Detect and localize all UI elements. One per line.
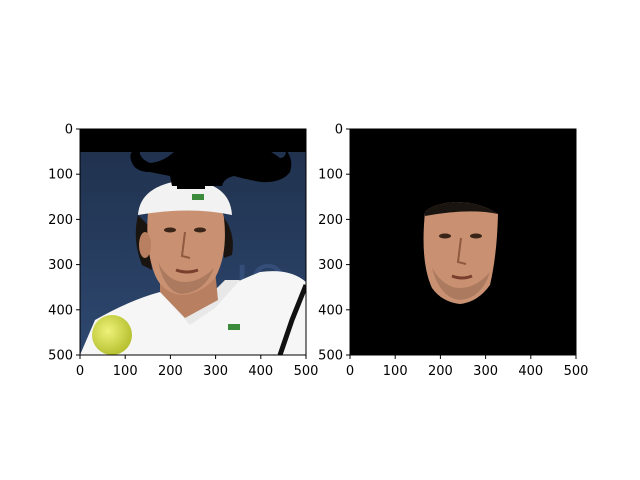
face (147, 198, 225, 295)
nose (180, 231, 191, 259)
right-y-tick-label: 200 (318, 213, 343, 228)
tennis-ball (92, 315, 132, 355)
left-axes-frame (79, 128, 307, 356)
right-y-tick-label: 300 (318, 258, 343, 273)
eye-left (164, 227, 176, 233)
right-axes-frame (349, 128, 577, 356)
right-x-tick-label: 300 (473, 364, 498, 379)
cap (138, 180, 232, 215)
right-x-tick-label: 100 (383, 364, 408, 379)
right-x-tick-label: 200 (428, 364, 453, 379)
left-x-tick-label: 300 (203, 364, 228, 379)
right-y-tick-label: 500 (318, 349, 343, 364)
left-y-tick-label: 500 (48, 349, 73, 364)
right-x-tick-label: 400 (518, 364, 543, 379)
seg-mouth (451, 274, 473, 280)
mustache-stem (177, 177, 205, 189)
cap-logo (192, 194, 204, 200)
right-x-tick-label: 500 (564, 364, 589, 379)
left-y-tick-label: 200 (48, 213, 73, 228)
left-x-tick-label: 400 (248, 364, 273, 379)
left-image-panel: IO (80, 129, 306, 355)
left-x-tick-label: 500 (294, 364, 319, 379)
left-x-tick-label: 100 (113, 364, 138, 379)
seg-nose (456, 237, 467, 265)
drawn-mustache (130, 140, 292, 186)
collar (160, 280, 240, 325)
left-x-tick-label: 0 (76, 364, 84, 379)
eye-right (194, 227, 206, 233)
right-image-panel (350, 129, 576, 355)
left-y-tick-label: 300 (48, 258, 73, 273)
left-x-tick-label: 200 (158, 364, 183, 379)
right-y-tick-label: 400 (318, 303, 343, 318)
left-y-tick-label: 0 (65, 123, 73, 138)
shirt-logo (228, 324, 240, 330)
segmented-hair (425, 202, 498, 216)
left-y-tick-label: 100 (48, 168, 73, 183)
segmented-face (423, 202, 498, 304)
mouth (175, 268, 199, 274)
seg-eye-left (439, 233, 451, 239)
right-y-tick-label: 100 (318, 168, 343, 183)
right-x-tick-label: 0 (346, 364, 354, 379)
seg-eye-right (470, 233, 482, 239)
stubble (158, 262, 214, 294)
racket (277, 284, 306, 355)
right-y-tick-label: 0 (335, 123, 343, 138)
seg-stubble (432, 268, 490, 300)
ear-left (139, 232, 151, 258)
left-y-tick-label: 400 (48, 303, 73, 318)
